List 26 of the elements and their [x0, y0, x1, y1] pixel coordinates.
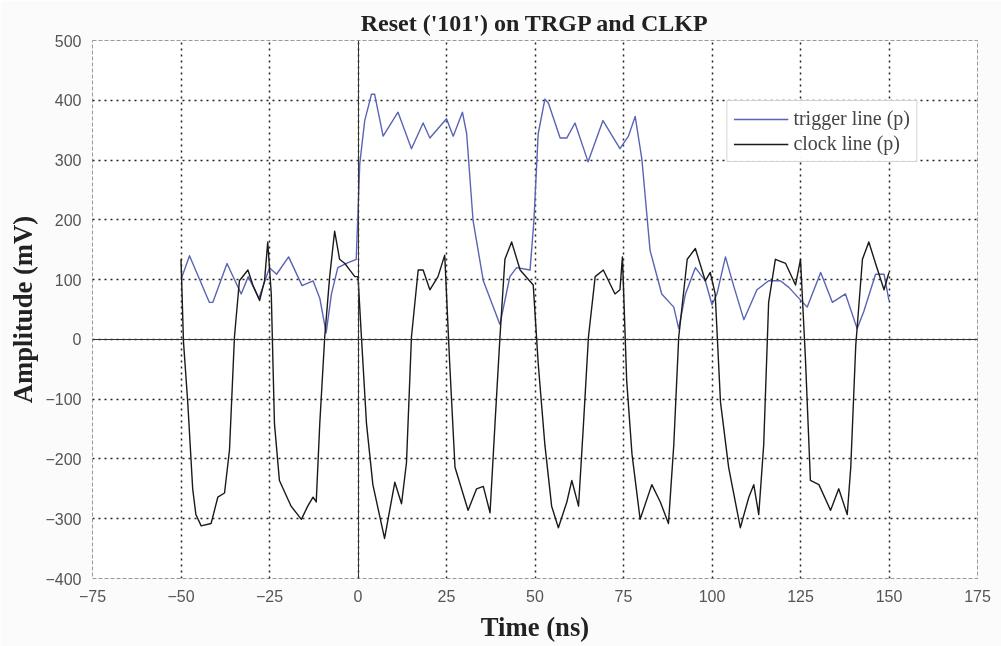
y-tick-label: 400: [54, 92, 82, 110]
y-tick-label: 300: [54, 152, 82, 170]
x-axis-title: Time (ns): [480, 611, 590, 642]
y-tick-label: 500: [54, 32, 82, 50]
x-tick-label: 125: [787, 587, 814, 605]
y-axis-title: Amplitude (mV): [7, 215, 38, 404]
x-tick-label: 100: [698, 587, 726, 605]
x-tick-label: 50: [526, 587, 544, 605]
chart-title: Reset ('101') on TRGP and CLKP: [360, 9, 708, 36]
x-tick-label: 150: [875, 587, 903, 605]
x-tick-label: 0: [353, 587, 363, 605]
legend-label: trigger line (p): [793, 107, 910, 130]
x-tick-label: −50: [167, 587, 195, 605]
y-tick-label: −400: [45, 570, 82, 588]
x-tick-label: 75: [614, 587, 633, 605]
y-tick-label: 200: [54, 211, 82, 229]
y-tick-label: −100: [45, 391, 82, 409]
x-tick-label: 175: [964, 587, 991, 605]
y-tick-label: 100: [54, 271, 82, 289]
x-tick-label: 25: [437, 587, 456, 605]
legend-label: clock line (p): [793, 132, 900, 155]
y-tick-label: −300: [45, 510, 82, 528]
x-tick-label: −25: [255, 587, 284, 605]
x-tick-label: −75: [78, 587, 107, 605]
y-tick-label: −200: [45, 450, 82, 468]
y-tick-label: 0: [72, 331, 82, 349]
